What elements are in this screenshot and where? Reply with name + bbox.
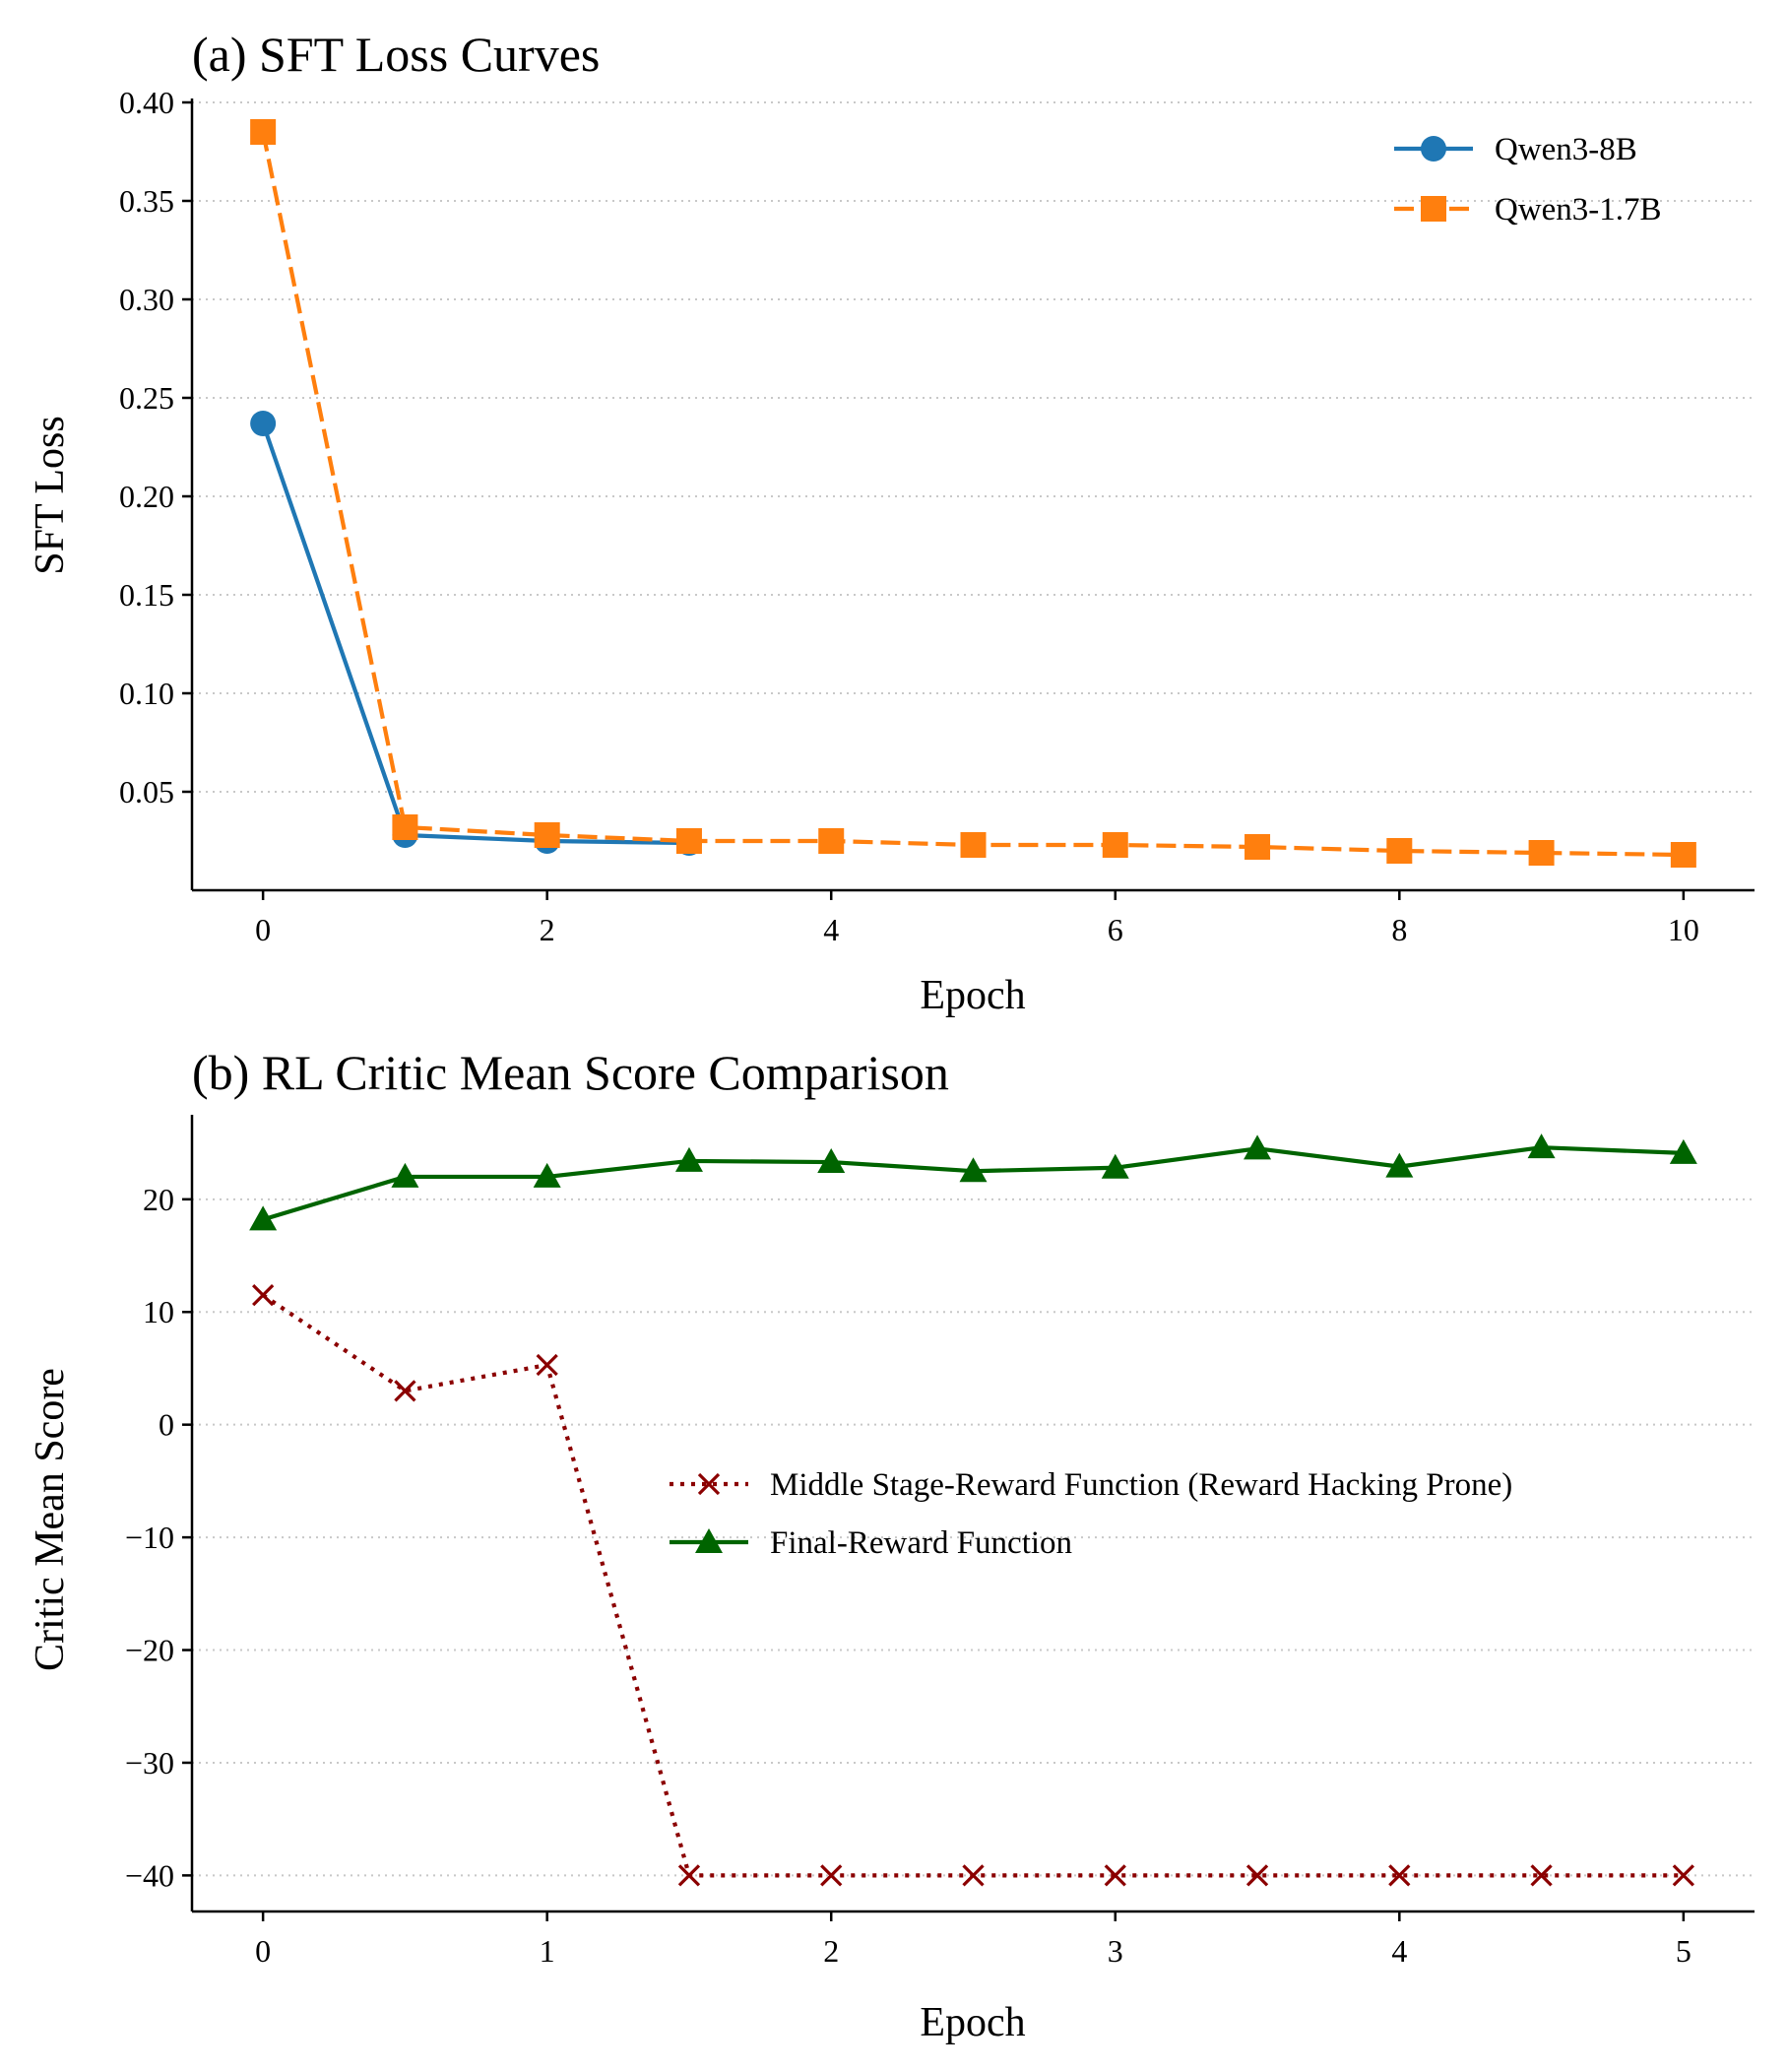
legend-label: Middle Stage-Reward Function (Reward Hac… bbox=[770, 1467, 1512, 1503]
series-middle-stage-reward-function-reward-hacking-prone- bbox=[252, 1283, 1694, 1887]
data-point bbox=[1670, 842, 1696, 868]
x-tick-label: 1 bbox=[540, 1933, 555, 1969]
data-point bbox=[1669, 1138, 1697, 1164]
y-tick-label: 0.30 bbox=[119, 282, 174, 317]
data-point bbox=[534, 822, 560, 848]
y-tick-label: 10 bbox=[143, 1294, 174, 1329]
x-tick-label: 4 bbox=[1391, 1933, 1407, 1969]
legend: Qwen3-8B Qwen3-1.7B bbox=[1394, 132, 1662, 227]
x-tick-label: 2 bbox=[540, 912, 555, 947]
data-point bbox=[394, 1380, 416, 1402]
tick-marks: 0.05 0.10 0.15 0.20 0.25 0.30 0.35 0.40 0 2 4 6 8 10 bbox=[119, 85, 1699, 947]
data-point bbox=[1244, 1134, 1272, 1160]
legend-label: Qwen3-8B bbox=[1495, 132, 1637, 167]
y-axis-label: SFT Loss bbox=[28, 416, 73, 574]
x-tick-label: 0 bbox=[255, 912, 271, 947]
y-axis-label: Critic Mean Score bbox=[28, 1368, 73, 1671]
legend-marker bbox=[1421, 136, 1446, 162]
y-tick-label: 0 bbox=[159, 1407, 174, 1443]
data-point bbox=[391, 1162, 419, 1188]
tick-marks: −40 −30 −20 −10 0 10 20 0 1 2 3 4 5 bbox=[125, 1182, 1691, 1969]
data-point bbox=[249, 1205, 278, 1231]
data-point bbox=[536, 1353, 558, 1377]
data-point bbox=[1528, 840, 1555, 866]
series-layer bbox=[250, 119, 1696, 868]
series-line bbox=[261, 131, 1684, 858]
series-qwen3-1-7b bbox=[250, 119, 1696, 868]
data-point bbox=[674, 1146, 703, 1172]
y-tick-label: 0.40 bbox=[119, 85, 174, 120]
legend-marker bbox=[1421, 196, 1446, 222]
data-point bbox=[1530, 1864, 1553, 1887]
data-point bbox=[1102, 832, 1128, 858]
legend-marker bbox=[695, 1528, 723, 1553]
data-point bbox=[533, 1162, 561, 1188]
x-tick-label: 2 bbox=[823, 1933, 839, 1969]
series-qwen3-8b bbox=[250, 411, 702, 856]
data-point bbox=[962, 1864, 985, 1887]
y-tick-label: 0.05 bbox=[119, 774, 174, 809]
y-tick-label: −20 bbox=[125, 1633, 174, 1668]
y-tick-label: 0.15 bbox=[119, 577, 174, 613]
legend-item: Middle Stage-Reward Function (Reward Hac… bbox=[670, 1467, 1512, 1503]
data-point bbox=[675, 828, 702, 854]
data-point bbox=[820, 1864, 843, 1887]
x-tick-label: 0 bbox=[255, 1933, 271, 1969]
data-point bbox=[818, 828, 845, 854]
data-point bbox=[959, 1157, 988, 1183]
panel-sft-loss: 0.050.100.150.200.250.300.350.400 2 4 6 8 10 … bbox=[28, 27, 1755, 1018]
y-tick-label: 20 bbox=[143, 1182, 174, 1217]
legend-item: Final-Reward Function bbox=[670, 1525, 1072, 1561]
y-tick-label: 0.35 bbox=[119, 183, 174, 219]
data-point bbox=[1101, 1153, 1129, 1179]
data-point bbox=[250, 119, 277, 145]
data-point bbox=[677, 1864, 701, 1887]
series-line bbox=[261, 1293, 1684, 1878]
x-tick-label: 3 bbox=[1108, 1933, 1123, 1969]
data-point bbox=[1245, 1864, 1269, 1887]
data-point bbox=[1245, 834, 1271, 860]
legend-marker bbox=[697, 1472, 721, 1496]
x-tick-label: 5 bbox=[1676, 1933, 1691, 1969]
panel-critic-score: −40 −30 −20 −10 0 10 20 0 1 2 3 4 5 (b) RL Critic Me… bbox=[28, 1045, 1755, 2045]
y-tick-label: −10 bbox=[125, 1520, 174, 1555]
series-line bbox=[261, 422, 689, 846]
x-tick-label: 4 bbox=[823, 912, 839, 947]
y-tick-label: 0.20 bbox=[119, 479, 174, 514]
y-tick-label: −40 bbox=[125, 1857, 174, 1893]
data-point bbox=[1672, 1864, 1694, 1887]
data-point bbox=[1527, 1133, 1556, 1159]
y-tick-label: 0.10 bbox=[119, 676, 174, 711]
series-final-reward-function bbox=[249, 1133, 1697, 1231]
legend-item: Qwen3-1.7B bbox=[1394, 192, 1662, 227]
x-tick-label: 6 bbox=[1108, 912, 1123, 947]
chart-title: (b) RL Critic Mean Score Comparison bbox=[192, 1045, 949, 1100]
legend-item: Qwen3-8B bbox=[1394, 132, 1637, 167]
data-point bbox=[250, 411, 277, 436]
data-point bbox=[817, 1148, 846, 1174]
legend-label: Qwen3-1.7B bbox=[1495, 192, 1662, 227]
series-layer bbox=[249, 1133, 1697, 1887]
data-point bbox=[392, 814, 418, 840]
data-point bbox=[252, 1283, 275, 1307]
y-tick-label: −30 bbox=[125, 1745, 174, 1781]
x-axis-label: Epoch bbox=[920, 2000, 1025, 2045]
x-axis-label: Epoch bbox=[920, 973, 1025, 1018]
data-point bbox=[960, 832, 987, 858]
x-tick-label: 8 bbox=[1391, 912, 1407, 947]
data-point bbox=[1388, 1864, 1411, 1887]
x-tick-label: 10 bbox=[1668, 912, 1699, 947]
legend-label: Final-Reward Function bbox=[770, 1525, 1072, 1561]
y-tick-label: 0.25 bbox=[119, 380, 174, 416]
data-point bbox=[1386, 838, 1413, 864]
legend: Middle Stage-Reward Function (Reward Hac… bbox=[670, 1467, 1512, 1561]
data-point bbox=[1385, 1152, 1414, 1178]
data-point bbox=[1104, 1864, 1126, 1887]
chart-title: (a) SFT Loss Curves bbox=[192, 27, 600, 82]
